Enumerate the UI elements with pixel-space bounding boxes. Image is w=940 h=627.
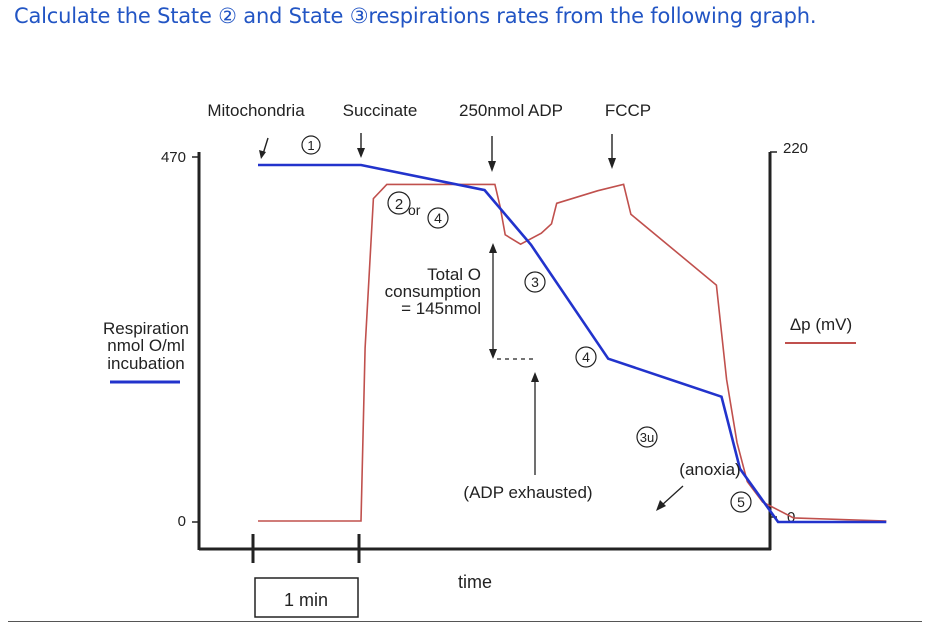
arrow-succinate xyxy=(357,133,365,158)
state-2-symbol: ② xyxy=(218,4,237,28)
anoxia-arrow xyxy=(656,485,684,511)
anoxia-label: (anoxia) xyxy=(679,460,740,479)
state-marker-1: 1 xyxy=(301,135,321,155)
total-o-line-2: consumption xyxy=(385,282,481,301)
arrow-fccp xyxy=(608,134,616,169)
series-respiration-line xyxy=(258,163,887,524)
state-marker-4b: 4 xyxy=(575,346,597,368)
x-axis-label: time xyxy=(458,572,492,592)
total-o-line-1: Total O xyxy=(427,265,481,284)
state-marker-3-label: 3 xyxy=(531,274,539,290)
state-marker-2: 2 xyxy=(387,191,411,215)
adp-exhausted-arrow xyxy=(531,372,539,475)
left-axis-label-line-3: incubation xyxy=(107,354,185,373)
state-marker-5-label: 5 xyxy=(737,494,745,510)
right-tick-label-220: 220 xyxy=(783,140,808,157)
question-title: Calculate the State ② and State ③respira… xyxy=(14,4,816,28)
question-middle: and State xyxy=(236,4,350,28)
total-o-line-3: = 145nmol xyxy=(401,299,481,318)
bottom-divider xyxy=(8,621,922,622)
time-scale-bar xyxy=(251,534,361,563)
state-marker-3u-label: 3u xyxy=(640,430,654,445)
state-marker-3u: 3u xyxy=(636,426,658,448)
question-prefix: Calculate the State xyxy=(14,4,219,28)
event-label-fccp: FCCP xyxy=(605,101,651,120)
time-scale-label: 1 min xyxy=(284,590,328,610)
state-3-symbol: ③ xyxy=(349,4,369,28)
question-suffix: respirations rates from the following gr… xyxy=(368,4,817,28)
left-tick-label-470: 470 xyxy=(161,149,186,166)
arrow-adp xyxy=(488,136,496,172)
right-axis-label: Δp (mV) xyxy=(790,315,852,334)
state-marker-4b-label: 4 xyxy=(582,349,590,365)
left-tick-label-0: 0 xyxy=(178,513,186,530)
time-scale-box xyxy=(254,577,359,618)
state-marker-3: 3 xyxy=(524,271,546,293)
series-delta-p-line xyxy=(258,183,887,522)
adp-exhausted-label: (ADP exhausted) xyxy=(463,483,592,502)
event-label-mitochondria: Mitochondria xyxy=(207,101,305,120)
state-marker-4a: 4 xyxy=(427,207,449,229)
left-axis-label-line-2: nmol O/ml xyxy=(107,336,184,355)
state-marker-5: 5 xyxy=(730,491,752,513)
left-axis-label-line-1: Respiration xyxy=(103,319,189,338)
state-marker-1-label: 1 xyxy=(307,138,314,153)
event-label-adp: 250nmol ADP xyxy=(459,101,563,120)
arrow-mitochondria xyxy=(259,137,269,159)
event-label-succinate: Succinate xyxy=(343,101,418,120)
state-marker-2-label: 2 xyxy=(395,196,403,213)
state-marker-4a-label: 4 xyxy=(434,210,442,226)
total-o-bracket xyxy=(489,243,535,360)
or-label: or xyxy=(408,202,421,218)
